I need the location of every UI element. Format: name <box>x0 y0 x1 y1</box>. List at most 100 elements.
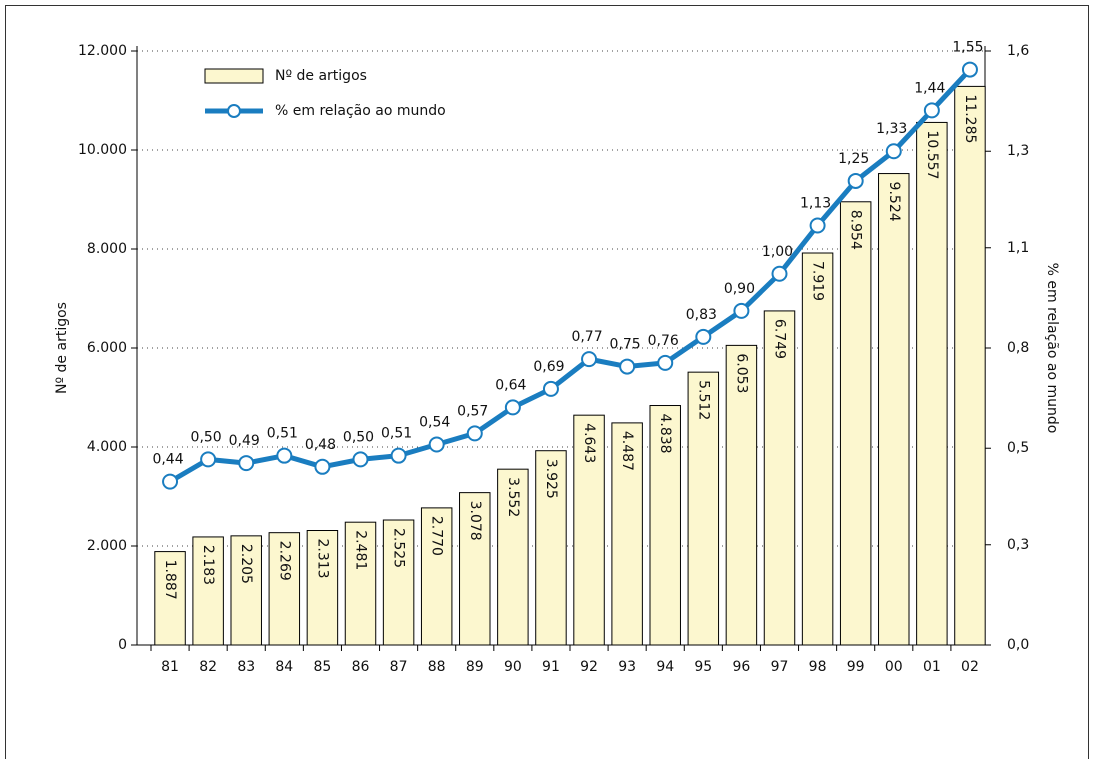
line-marker <box>961 61 978 78</box>
line-value-label: 0,57 <box>457 403 488 419</box>
bar <box>535 450 567 646</box>
legend-marker <box>227 104 241 118</box>
x-tick-label: 00 <box>885 659 903 675</box>
line-value-label: 1,13 <box>800 195 831 211</box>
y2-tick-label: 0,0 <box>1007 637 1029 653</box>
line-value-label: 0,50 <box>191 429 222 445</box>
bar-value-label: 2.183 <box>200 545 216 585</box>
line-value-label: 0,51 <box>267 426 298 442</box>
bar-value-label: 2.313 <box>314 539 330 579</box>
y2-tick-label: 1,6 <box>1007 43 1029 59</box>
y-tick-label: 4.000 <box>87 439 127 455</box>
bar <box>497 468 529 646</box>
bar <box>725 344 758 646</box>
line-marker <box>466 425 483 442</box>
line-marker <box>923 102 940 119</box>
frame <box>5 5 1089 759</box>
x-tick-label: 98 <box>809 659 827 675</box>
bar-value-label: 2.269 <box>276 541 292 581</box>
bar <box>954 85 986 646</box>
bar <box>344 521 377 646</box>
line-marker <box>619 358 636 375</box>
y-axis-label: Nº de artigos <box>54 302 70 394</box>
line-value-label: 0,69 <box>533 359 564 375</box>
x-tick-label: 94 <box>656 659 674 675</box>
y2-tick-label: 0,8 <box>1007 340 1029 356</box>
bar-value-label: 2.525 <box>391 528 407 568</box>
line-marker <box>428 436 445 453</box>
line-marker <box>809 217 826 234</box>
line-marker <box>771 265 788 282</box>
bar-value-label: 10.557 <box>924 130 940 179</box>
line-value-label: 0,54 <box>419 415 450 431</box>
bar <box>839 201 872 646</box>
bar-value-label: 3.078 <box>467 501 483 541</box>
line-marker <box>581 351 598 368</box>
bar-value-label: 6.749 <box>772 319 788 359</box>
legend-swatch <box>204 68 264 84</box>
legend-label: Nº de artigos <box>275 68 367 84</box>
line-marker <box>542 380 559 397</box>
y2-tick-label: 1,3 <box>1007 143 1029 159</box>
bar-value-label: 2.770 <box>429 516 445 556</box>
x-tick-label: 82 <box>199 659 217 675</box>
bar <box>382 519 415 646</box>
x-tick-label: 96 <box>732 659 750 675</box>
bar-value-label: 4.487 <box>619 431 635 471</box>
x-tick-label: 88 <box>428 659 446 675</box>
y2-tick-label: 0,5 <box>1007 440 1029 456</box>
x-tick-label: 91 <box>542 659 560 675</box>
line-marker <box>276 447 293 464</box>
bar-value-label: 6.053 <box>733 353 749 393</box>
bar <box>763 310 796 646</box>
line-marker <box>695 328 712 345</box>
line-value-label: 0,76 <box>648 333 679 349</box>
x-tick-label: 93 <box>618 659 636 675</box>
bar <box>611 422 643 646</box>
line-marker <box>657 354 674 371</box>
y-tick-label: 8.000 <box>87 241 127 257</box>
x-tick-label: 90 <box>504 659 522 675</box>
bar-value-label: 2.205 <box>238 544 254 584</box>
line-value-label: 0,75 <box>610 337 641 353</box>
bar-value-label: 8.954 <box>848 210 864 250</box>
x-tick-label: 02 <box>961 659 979 675</box>
line-marker <box>352 451 369 468</box>
line-marker <box>238 455 255 472</box>
y-tick-label: 2.000 <box>87 538 127 554</box>
line-marker <box>885 143 902 160</box>
bar <box>154 551 186 646</box>
bar-value-label: 3.552 <box>505 477 521 517</box>
bar <box>420 507 453 646</box>
x-tick-label: 83 <box>237 659 255 675</box>
line-value-label: 1,25 <box>838 151 869 167</box>
bar <box>687 371 720 646</box>
bar <box>459 492 491 646</box>
x-tick-label: 99 <box>847 659 865 675</box>
bar-value-label: 2.481 <box>353 530 369 570</box>
x-tick-label: 84 <box>275 659 293 675</box>
bar-value-label: 4.643 <box>581 423 597 463</box>
bar <box>878 173 910 646</box>
legend-label: % em relação ao mundo <box>275 103 446 119</box>
line-value-label: 0,83 <box>686 307 717 323</box>
line-marker <box>314 458 331 475</box>
bar-value-label: 9.524 <box>886 182 902 222</box>
line-marker <box>390 447 407 464</box>
line-value-label: 0,64 <box>495 377 526 393</box>
x-tick-label: 81 <box>161 659 179 675</box>
bar-value-label: 4.838 <box>657 414 673 454</box>
line-value-label: 0,48 <box>305 437 336 453</box>
y2-axis-label: % em relação ao mundo <box>1044 263 1060 434</box>
bar-value-label: 5.512 <box>695 380 711 420</box>
bar-value-label: 3.925 <box>543 459 559 499</box>
line-value-label: 0,49 <box>229 433 260 449</box>
line-value-label: 0,50 <box>343 429 374 445</box>
x-tick-label: 86 <box>352 659 370 675</box>
line-marker <box>162 473 179 490</box>
x-tick-label: 87 <box>390 659 408 675</box>
bar <box>230 535 262 646</box>
y-tick-label: 12.000 <box>78 43 127 59</box>
line-marker <box>733 302 750 319</box>
